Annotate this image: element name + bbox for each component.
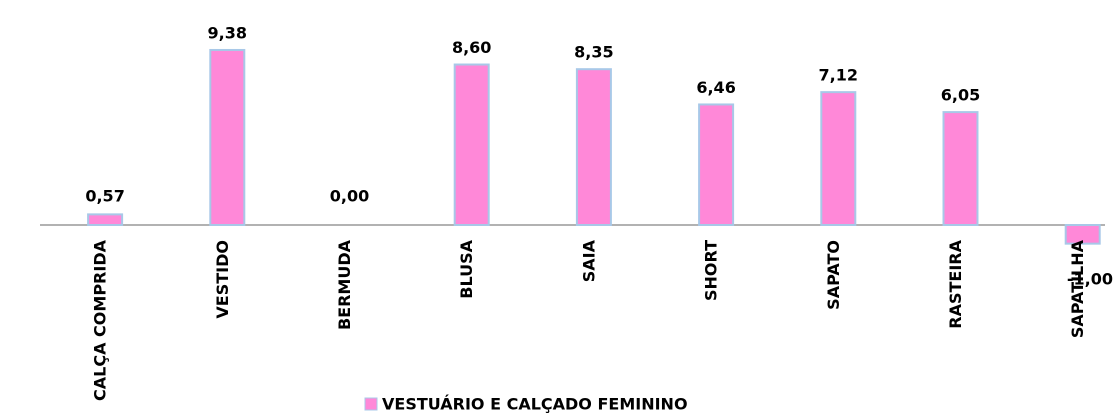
x-tick-label: SHORT bbox=[702, 240, 721, 301]
value-label: 8,60 bbox=[452, 38, 491, 57]
value-label: 0,00 bbox=[330, 187, 369, 206]
x-tick-label: RASTEIRA bbox=[946, 239, 965, 328]
x-tick-label: SAIA bbox=[579, 239, 598, 282]
bar bbox=[698, 103, 735, 226]
bar bbox=[453, 63, 490, 226]
bar bbox=[820, 91, 857, 227]
x-tick-label: CALÇA COMPRIDA bbox=[91, 239, 110, 401]
value-label: 6,05 bbox=[941, 86, 980, 105]
value-label: -1,00 bbox=[1067, 270, 1113, 289]
legend-swatch bbox=[364, 397, 378, 411]
bar bbox=[575, 68, 612, 227]
legend-label: VESTUÁRIO E CALÇADO FEMININO bbox=[382, 395, 688, 414]
bar bbox=[1064, 224, 1101, 245]
value-label: 8,35 bbox=[574, 43, 613, 62]
x-tick-label: BERMUDA bbox=[335, 239, 354, 330]
bar bbox=[942, 111, 979, 226]
bar bbox=[87, 213, 124, 226]
x-tick-label: SAPATO bbox=[824, 240, 843, 310]
value-label: 9,38 bbox=[208, 23, 247, 42]
bar bbox=[209, 48, 246, 227]
value-label: 6,46 bbox=[696, 78, 735, 97]
value-label: 0,57 bbox=[85, 187, 124, 206]
x-tick-label: BLUSA bbox=[457, 239, 476, 298]
x-tick-label: VESTIDO bbox=[213, 240, 232, 319]
x-tick-label: SAPATILHA bbox=[1068, 239, 1087, 338]
value-label: 7,12 bbox=[819, 66, 858, 85]
